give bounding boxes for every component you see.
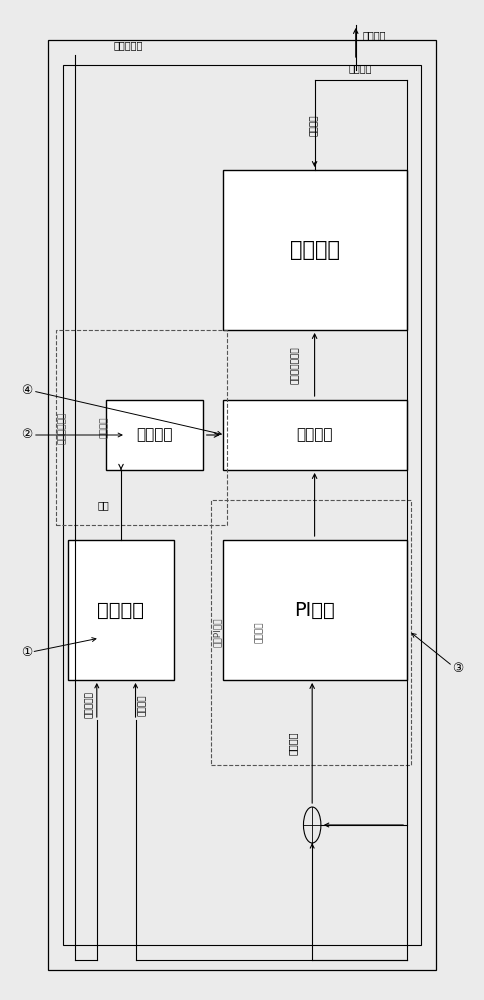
- Text: 前轮转速: 前轮转速: [349, 63, 372, 73]
- Text: 动态排量: 动态排量: [255, 622, 263, 643]
- Text: 静态排量: 静态排量: [100, 417, 108, 438]
- Bar: [211, 500, 411, 765]
- Bar: [223, 540, 407, 680]
- Text: ③: ③: [452, 662, 463, 675]
- Text: ④: ④: [21, 384, 32, 397]
- Bar: [106, 400, 203, 470]
- Bar: [223, 170, 407, 330]
- Text: 档位: 档位: [97, 500, 109, 510]
- Text: PI调节: PI调节: [294, 600, 335, 619]
- Text: 动态PI调节: 动态PI调节: [212, 618, 221, 647]
- Text: 转速差值: 转速差值: [288, 732, 298, 755]
- Bar: [63, 65, 421, 945]
- Text: ②: ②: [21, 428, 32, 441]
- Bar: [68, 540, 174, 680]
- Text: 档位估计: 档位估计: [97, 600, 145, 619]
- Text: 发动机转速: 发动机转速: [114, 40, 143, 50]
- Text: 发动机转速: 发动机转速: [85, 692, 94, 718]
- Text: 排量相加: 排量相加: [296, 427, 333, 442]
- Text: ①: ①: [21, 646, 32, 658]
- Bar: [48, 40, 436, 970]
- Bar: [56, 330, 227, 525]
- Bar: [223, 400, 407, 470]
- Text: 后轮转速: 后轮转速: [363, 30, 387, 40]
- Text: 排量查表: 排量查表: [136, 427, 173, 442]
- Text: 变量泵总泵排量: 变量泵总泵排量: [291, 346, 300, 384]
- Text: 静态查表调节: 静态查表调节: [58, 411, 66, 444]
- Text: 后轮转速: 后轮转速: [138, 694, 147, 716]
- Text: 整车响应: 整车响应: [289, 240, 340, 260]
- Text: 前轮转速: 前轮转速: [310, 114, 319, 136]
